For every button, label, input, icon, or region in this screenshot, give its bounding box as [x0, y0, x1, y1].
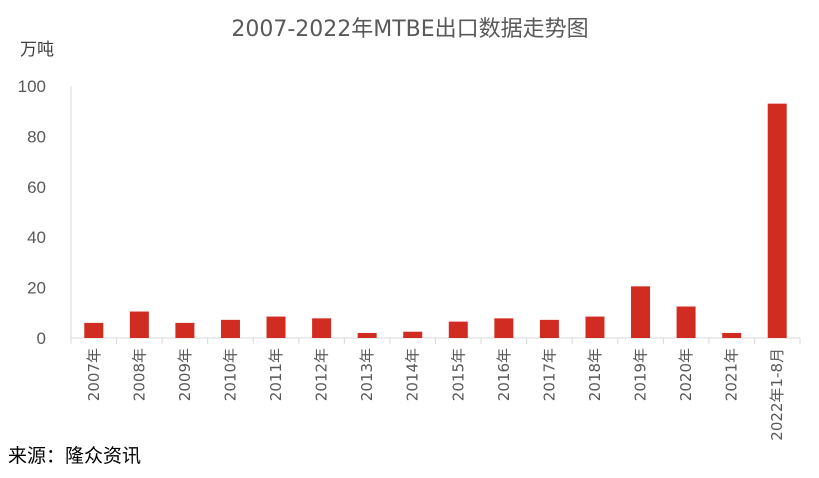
- x-category-label: 2020年: [677, 348, 695, 401]
- bar: [129, 311, 149, 338]
- x-category-label: 2013年: [358, 348, 376, 401]
- x-category-label: 2015年: [449, 348, 467, 401]
- bar: [448, 321, 468, 338]
- x-category-label: 2019年: [632, 348, 650, 401]
- bar: [494, 318, 514, 338]
- x-axis-ticks: [70, 338, 801, 344]
- y-tick-label: 0: [37, 329, 46, 348]
- bar: [84, 322, 104, 338]
- x-category-label: 2007年: [85, 348, 103, 401]
- x-category-label: 2017年: [540, 348, 558, 401]
- y-tick-label: 20: [27, 279, 46, 298]
- x-category-label: 2010年: [221, 348, 239, 401]
- x-category-label: 2008年: [130, 348, 148, 401]
- y-tick-label: 40: [27, 228, 46, 247]
- chart-title: 2007-2022年MTBE出口数据走势图: [231, 17, 588, 42]
- bar: [175, 322, 195, 338]
- y-axis-unit-label: 万吨: [20, 40, 54, 60]
- bar: [585, 316, 605, 338]
- x-category-label: 2021年: [723, 348, 741, 401]
- y-tick-label: 80: [27, 127, 46, 146]
- bar-series: [84, 103, 787, 338]
- bar: [539, 319, 559, 338]
- bar: [357, 332, 377, 338]
- bar: [403, 331, 423, 338]
- x-category-label: 2018年: [586, 348, 604, 401]
- x-category-label: 2009年: [176, 348, 194, 401]
- x-category-label: 2011年: [267, 348, 285, 401]
- x-category-label: 2014年: [404, 348, 422, 401]
- bar: [631, 286, 651, 338]
- bar: [220, 319, 240, 338]
- bar: [676, 306, 696, 338]
- bar: [266, 316, 286, 338]
- x-category-label: 2022年1-8月: [768, 348, 786, 441]
- x-category-label: 2012年: [313, 348, 331, 401]
- x-category-label: 2016年: [495, 348, 513, 401]
- bar: [722, 332, 742, 338]
- y-tick-label: 100: [18, 77, 46, 96]
- y-axis-ticks: 0 20 40 60 80 100: [18, 77, 46, 348]
- source-note: 来源：隆众资讯: [8, 445, 141, 467]
- y-tick-label: 60: [27, 178, 46, 197]
- bar: [767, 103, 787, 338]
- bar: [312, 318, 332, 338]
- x-axis-labels: 2007年 2008年 2009年 2010年 2011年 2012年 2013年 2014年…: [85, 348, 786, 441]
